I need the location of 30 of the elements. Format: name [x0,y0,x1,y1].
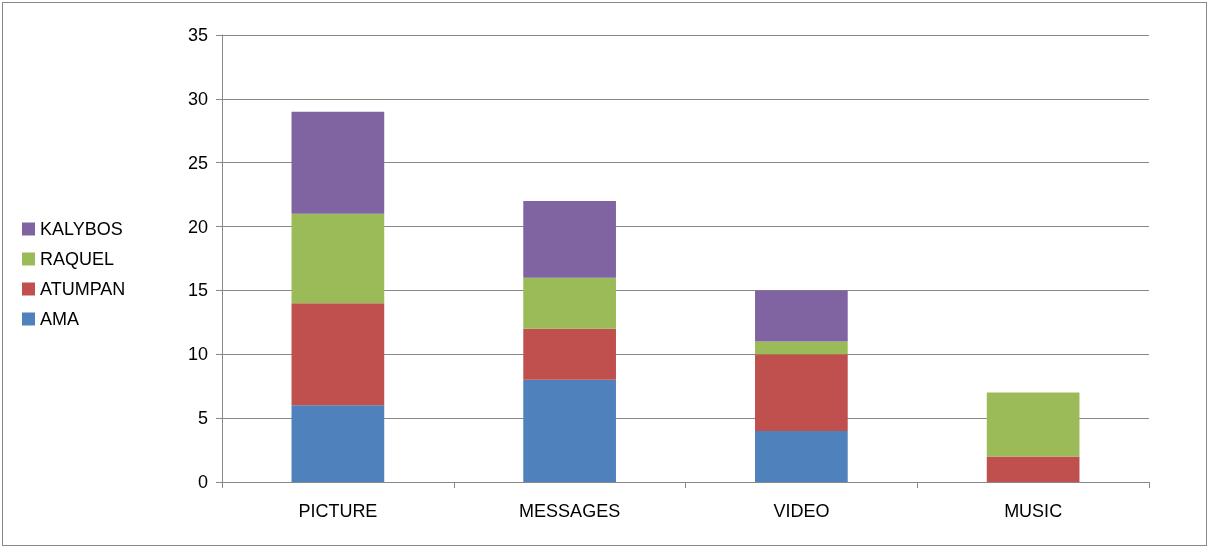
legend-label: AMA [40,309,80,329]
y-tick-label: 0 [197,472,208,492]
bar [523,328,616,380]
x-tick-label: MESSAGES [519,501,621,521]
bar [986,456,1080,482]
bar [291,303,385,406]
y-tick-label: 5 [197,408,208,429]
bar [291,213,385,304]
bar [986,392,1080,457]
bar [523,379,616,482]
bar [755,430,848,482]
legend-label: KALYBOS [40,219,123,239]
y-tick-label: 15 [187,280,208,301]
x-tick-label: MUSIC [1004,501,1063,521]
x-tick-label: PICTURE [298,501,378,521]
legend-label: ATUMPAN [40,279,126,299]
bar [755,290,848,342]
bar [291,405,385,482]
bar [523,277,616,329]
y-tick-label: 20 [187,216,208,237]
y-tick-label: 25 [187,152,208,173]
bar [755,341,848,355]
bar [523,201,616,278]
legend-label: RAQUEL [40,249,115,269]
y-tick-label: 35 [187,25,208,45]
x-tick-label: VIDEO [773,501,830,521]
bar [755,354,848,431]
y-tick-label: 30 [187,88,208,109]
y-tick-label: 10 [187,344,208,365]
bar [291,111,385,214]
